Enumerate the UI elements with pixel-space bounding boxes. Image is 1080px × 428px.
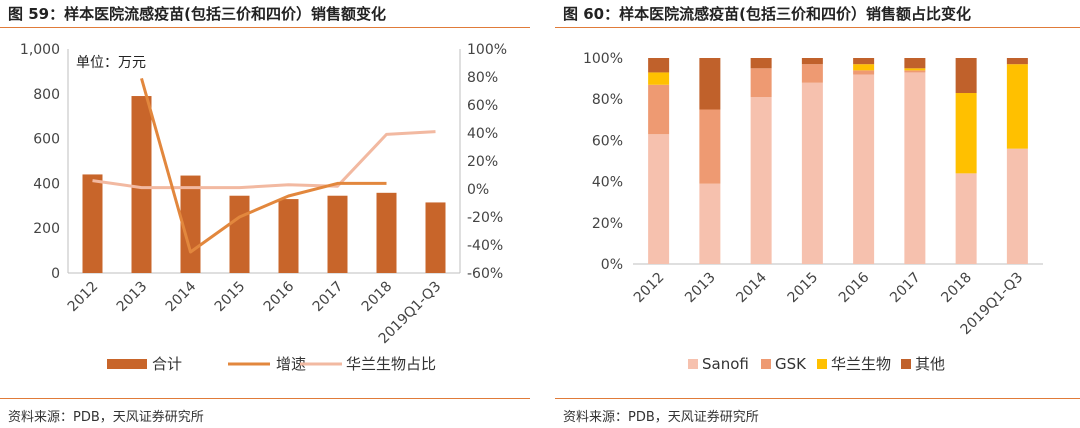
bar-total xyxy=(82,174,103,273)
bar-seg-other xyxy=(801,58,823,65)
bar-total xyxy=(425,202,446,273)
legend-swatch-gsk xyxy=(761,359,771,369)
bar-total xyxy=(376,192,397,273)
y2-tick-label: 20% xyxy=(467,154,498,170)
right-title-rule xyxy=(555,27,1080,28)
y2-tick-label: -40% xyxy=(467,238,503,254)
x-tick-label: 2017 xyxy=(887,270,924,307)
legend-label-other: 其他 xyxy=(915,355,945,373)
right-chart-panel: 图 60：样本医院流感疫苗(包括三价和四价）销售额占比变化 100% 80% 60%… xyxy=(555,0,1080,428)
y2-tick-label: -20% xyxy=(467,210,503,226)
bar-seg-sanofi xyxy=(955,173,977,264)
right-chart-svg: 100% 80% 60% 40% 20% 0% 2012 2013 2014 2015 2016 20… xyxy=(583,51,1043,373)
bar-seg-sanofi xyxy=(801,82,823,264)
x-tick-label: 2017 xyxy=(310,279,347,316)
x-tick-label: 2015 xyxy=(212,279,249,316)
left-footer-rule xyxy=(0,398,530,399)
x-tick-label: 2014 xyxy=(733,269,770,306)
y-tick-label: 0% xyxy=(601,257,623,273)
bar-seg-other xyxy=(853,58,875,65)
bar-seg-hualan xyxy=(955,93,977,174)
y-tick-label: 200 xyxy=(33,221,60,237)
bar-seg-other xyxy=(699,58,721,110)
bar-total xyxy=(278,199,299,273)
right-footer-rule xyxy=(555,398,1080,399)
bar-seg-other xyxy=(955,58,977,94)
x-tick-label: 2016 xyxy=(261,278,298,315)
y-tick-label: 0 xyxy=(51,266,60,282)
bar-seg-gsk xyxy=(853,70,875,75)
bar-total xyxy=(229,195,250,273)
left-chart-title: 图 59：样本医院流感疫苗(包括三价和四价）销售额变化 xyxy=(8,5,386,23)
bar-seg-sanofi xyxy=(648,134,670,264)
bar-seg-sanofi xyxy=(1006,148,1028,264)
legend-swatch-hualan xyxy=(817,359,827,369)
bar-seg-hualan xyxy=(853,64,875,71)
x-tick-label: 2018 xyxy=(938,270,975,307)
y-tick-label: 600 xyxy=(33,132,60,148)
bar-seg-gsk xyxy=(904,70,926,73)
legend-swatch-total xyxy=(107,359,147,369)
legend-swatch-sanofi xyxy=(688,359,698,369)
bar-total xyxy=(327,195,348,273)
y2-tick-label: 80% xyxy=(467,70,498,86)
x-tick-label: 2015 xyxy=(785,270,822,307)
bar-seg-sanofi xyxy=(904,72,926,264)
left-title-rule xyxy=(0,27,530,28)
y2-tick-label: 40% xyxy=(467,126,498,142)
legend-label-hualan: 华兰生物 xyxy=(831,355,891,373)
y2-tick-label: 60% xyxy=(467,98,498,114)
y2-tick-label: 100% xyxy=(467,42,507,58)
left-chart-panel: 图 59：样本医院流感疫苗(包括三价和四价）销售额变化 1,000 800 600 4… xyxy=(0,0,530,428)
y-tick-label: 800 xyxy=(33,87,60,103)
bar-seg-sanofi xyxy=(853,74,875,264)
x-tick-label: 2012 xyxy=(631,270,668,307)
bar-total xyxy=(131,96,152,273)
y-tick-label: 40% xyxy=(592,175,623,191)
y-tick-label: 400 xyxy=(33,176,60,192)
x-tick-label: 2016 xyxy=(836,269,873,306)
bar-seg-other xyxy=(750,58,772,69)
legend-label-growth: 增速 xyxy=(276,355,306,373)
y2-tick-label: -60% xyxy=(467,266,503,282)
legend-label-sanofi: Sanofi xyxy=(702,355,749,373)
line-growth-rate xyxy=(140,77,387,254)
bar-seg-gsk xyxy=(699,109,721,184)
y-tick-label: 80% xyxy=(592,92,623,108)
right-chart-title: 图 60：样本医院流感疫苗(包括三价和四价）销售额占比变化 xyxy=(563,5,971,23)
y-tick-label: 1,000 xyxy=(20,42,60,58)
legend-label-share: 华兰生物占比 xyxy=(346,355,436,373)
x-tick-label: 2014 xyxy=(163,278,200,315)
bar-seg-sanofi xyxy=(699,183,721,264)
line-hualan-share xyxy=(92,130,436,190)
left-source-note: 资料来源：PDB，天风证券研究所 xyxy=(8,410,204,425)
legend-label-total: 合计 xyxy=(152,355,182,373)
left-chart-svg: 1,000 800 600 400 200 0 100% 80% 60% 40% 20% 0% -20%… xyxy=(20,42,507,373)
y-tick-label: 100% xyxy=(583,51,623,67)
right-source-note: 资料来源：PDB，天风证券研究所 xyxy=(563,410,759,425)
bar-seg-other xyxy=(1006,58,1028,65)
y2-tick-label: 0% xyxy=(467,182,489,198)
bar-seg-sanofi xyxy=(750,97,772,264)
legend-swatch-other xyxy=(901,359,911,369)
bar-seg-gsk xyxy=(648,84,670,135)
bar-seg-hualan xyxy=(1006,64,1028,149)
bar-seg-hualan xyxy=(648,72,670,85)
x-tick-label: 2013 xyxy=(114,279,151,316)
y-tick-label: 60% xyxy=(592,133,623,149)
unit-note: 单位：万元 xyxy=(76,55,146,71)
x-tick-label: 2013 xyxy=(682,270,719,307)
bar-seg-hualan xyxy=(904,68,926,71)
bar-seg-gsk xyxy=(801,64,823,83)
x-tick-label: 2012 xyxy=(65,279,102,316)
bar-seg-gsk xyxy=(750,68,772,98)
bar-seg-other xyxy=(648,58,670,73)
x-tick-label: 2018 xyxy=(359,279,396,316)
y-tick-label: 20% xyxy=(592,216,623,232)
legend-label-gsk: GSK xyxy=(775,355,807,373)
bar-seg-other xyxy=(904,58,926,69)
